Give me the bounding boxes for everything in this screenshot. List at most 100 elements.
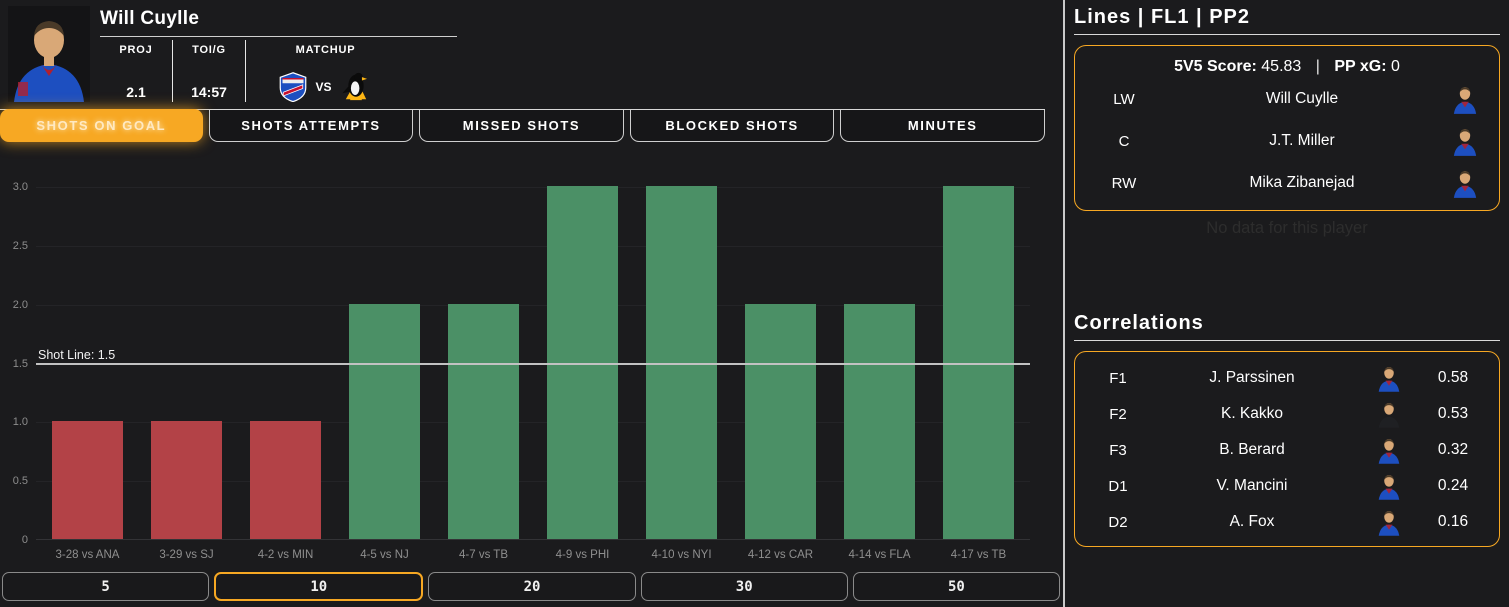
- x-tick-label: 3-28 vs ANA: [55, 549, 120, 561]
- correlation-value: 0.58: [1437, 369, 1469, 386]
- x-tick-label: 4-2 vs MIN: [257, 549, 314, 561]
- bar-4-7-vs-tb[interactable]: 4-7 vs TB: [448, 304, 519, 561]
- gridline: [36, 481, 1030, 483]
- stat-label: PROJ: [119, 44, 153, 56]
- position-label: F1: [1109, 369, 1127, 387]
- player-name: A. Fox: [1229, 513, 1275, 530]
- player-name: Mika Zibanejad: [1249, 174, 1355, 191]
- tab-minutes[interactable]: MINUTES: [840, 110, 1045, 142]
- line-score-row: 5V5 Score: 45.83 | PP xG: 0: [1089, 54, 1485, 78]
- player-thumbnail: [1453, 129, 1477, 156]
- tab-shots-on-goal[interactable]: SHOTS ON GOAL: [0, 109, 203, 142]
- player-name: J.T. Miller: [1269, 132, 1335, 149]
- matchup-logos: VS: [278, 71, 372, 102]
- player-thumbnail: [1378, 367, 1400, 392]
- correlation-row-f2[interactable]: F2 K. Kakko 0.53: [1089, 396, 1485, 432]
- player-name: K. Kakko: [1220, 405, 1284, 422]
- bar-4-14-vs-fla[interactable]: 4-14 vs FLA: [844, 304, 915, 561]
- game-range-buttons: 5 10 20 30 50: [2, 572, 1061, 601]
- x-tick-label: 4-7 vs TB: [459, 549, 508, 561]
- gridline: [36, 422, 1030, 424]
- stat-matchup: MATCHUP VS: [245, 40, 405, 102]
- player-name: V. Mancini: [1216, 477, 1288, 494]
- correlation-value: 0.16: [1437, 513, 1469, 530]
- stat-label: TOI/G: [192, 44, 226, 56]
- score-value: 45.83: [1261, 58, 1302, 75]
- bar-3-28-vs-ana[interactable]: 3-28 vs ANA: [52, 421, 123, 561]
- correlation-row-f3[interactable]: F3 B. Berard 0.32: [1089, 432, 1485, 468]
- player-thumbnail: [1378, 475, 1400, 500]
- range-button-10[interactable]: 10: [214, 572, 424, 601]
- ppxg-value: 0: [1391, 58, 1400, 75]
- x-tick-label: 4-9 vs PHI: [555, 549, 610, 561]
- gridline: [36, 187, 1030, 188]
- correlation-value: 0.24: [1437, 477, 1469, 494]
- x-tick-label: 4-12 vs CAR: [747, 549, 814, 561]
- vs-label: VS: [315, 79, 332, 94]
- y-tick-label: 3.0: [12, 181, 28, 193]
- player-header: Will Cuylle PROJ 2.1 TOI/G 14:57 MATCHUP: [100, 8, 457, 102]
- range-button-30[interactable]: 30: [640, 572, 848, 601]
- player-name: B. Berard: [1219, 441, 1285, 458]
- player-thumbnail: [1378, 439, 1400, 464]
- tab-missed-shots[interactable]: MISSED SHOTS: [419, 110, 624, 142]
- right-panel: Lines | FL1 | PP2 5V5 Score: 45.83 | PP …: [1063, 0, 1509, 607]
- penguins-logo-icon: [341, 72, 367, 101]
- correlation-value: 0.32: [1437, 441, 1469, 458]
- correlation-row-d2[interactable]: D2 A. Fox 0.16: [1089, 504, 1485, 540]
- player-name: J. Parssinen: [1209, 369, 1295, 386]
- correlation-row-d1[interactable]: D1 V. Mancini 0.24: [1089, 468, 1485, 504]
- no-data-message: No data for this player: [1206, 219, 1368, 237]
- player-thumbnail: [1453, 87, 1477, 114]
- shots-bar-chart: 3-28 vs ANA 3-29 vs SJ 4-2 vs MIN 4-5 vs NJ…: [36, 160, 1030, 561]
- bar-4-2-vs-min[interactable]: 4-2 vs MIN: [250, 421, 321, 561]
- stat-value: 2.1: [126, 84, 146, 100]
- player-name: Will Cuylle: [1265, 90, 1339, 107]
- x-tick-label: 4-17 vs TB: [950, 549, 1007, 561]
- rangers-logo-icon: [280, 71, 307, 102]
- gridline: [36, 245, 1030, 247]
- range-button-50[interactable]: 50: [852, 572, 1061, 601]
- x-tick-label: 4-5 vs NJ: [360, 549, 409, 561]
- left-panel: Will Cuylle PROJ 2.1 TOI/G 14:57 MATCHUP: [0, 6, 1061, 601]
- line-row-rw[interactable]: RW Mika Zibanejad: [1089, 162, 1485, 204]
- y-tick-label: 2.5: [12, 239, 28, 252]
- tab-blocked-shots[interactable]: BLOCKED SHOTS: [629, 110, 835, 142]
- position-label: D1: [1108, 477, 1128, 495]
- position-label: LW: [1113, 90, 1135, 108]
- player-thumbnail: [1378, 511, 1400, 536]
- bar-4-12-vs-car[interactable]: 4-12 vs CAR: [745, 304, 816, 561]
- position-label: F2: [1109, 405, 1127, 423]
- correlations-title: Correlations: [1074, 312, 1500, 341]
- player-name: Will Cuylle: [100, 8, 457, 37]
- range-button-20[interactable]: 20: [428, 572, 636, 601]
- y-tick-label: 1.5: [12, 357, 28, 370]
- y-tick-label: 0: [21, 534, 28, 546]
- bar-4-5-vs-nj[interactable]: 4-5 vs NJ: [349, 304, 420, 561]
- range-button-5[interactable]: 5: [2, 572, 210, 601]
- x-tick-label: 4-14 vs FLA: [848, 549, 911, 561]
- position-label: F3: [1109, 441, 1127, 459]
- score-label: 5V5 Score:: [1174, 58, 1257, 75]
- tab-shots-attempts[interactable]: SHOTS ATTEMPTS: [208, 110, 414, 142]
- score-separator: |: [1315, 58, 1320, 75]
- correlations-box: F1 J. Parssinen 0.58 F2 K. Kakko 0.53 F3 B. B…: [1074, 351, 1500, 547]
- line-row-lw[interactable]: LW Will Cuylle: [1089, 78, 1485, 120]
- lines-box: 5V5 Score: 45.83 | PP xG: 0 LW Will Cuyll…: [1074, 45, 1500, 211]
- correlation-row-f1[interactable]: F1 J. Parssinen 0.58: [1089, 360, 1485, 396]
- y-tick-label: 2.0: [12, 298, 28, 311]
- line-rows: LW Will Cuylle C J.T. Miller RW Mika Zibane…: [1089, 78, 1485, 204]
- stat-label: MATCHUP: [295, 44, 356, 56]
- line-row-c[interactable]: C J.T. Miller: [1089, 120, 1485, 162]
- player-stats: PROJ 2.1 TOI/G 14:57 MATCHUP: [100, 40, 457, 102]
- bar-3-29-vs-sj[interactable]: 3-29 vs SJ: [151, 421, 222, 561]
- stat-tabs: SHOTS ON GOAL SHOTS ATTEMPTS MISSED SHOTS B…: [0, 109, 1045, 142]
- player-thumbnail: [1453, 171, 1477, 198]
- y-axis-labels: 3.0 2.5 2.0 1.5 1.0 0.5 0: [0, 160, 28, 546]
- y-tick-label: 1.0: [12, 416, 28, 429]
- position-label: D2: [1108, 513, 1128, 531]
- stat-value: 14:57: [191, 84, 227, 100]
- stat-toi: TOI/G 14:57: [172, 40, 245, 102]
- x-tick-label: 3-29 vs SJ: [159, 549, 214, 561]
- ppxg-label: PP xG:: [1334, 58, 1387, 75]
